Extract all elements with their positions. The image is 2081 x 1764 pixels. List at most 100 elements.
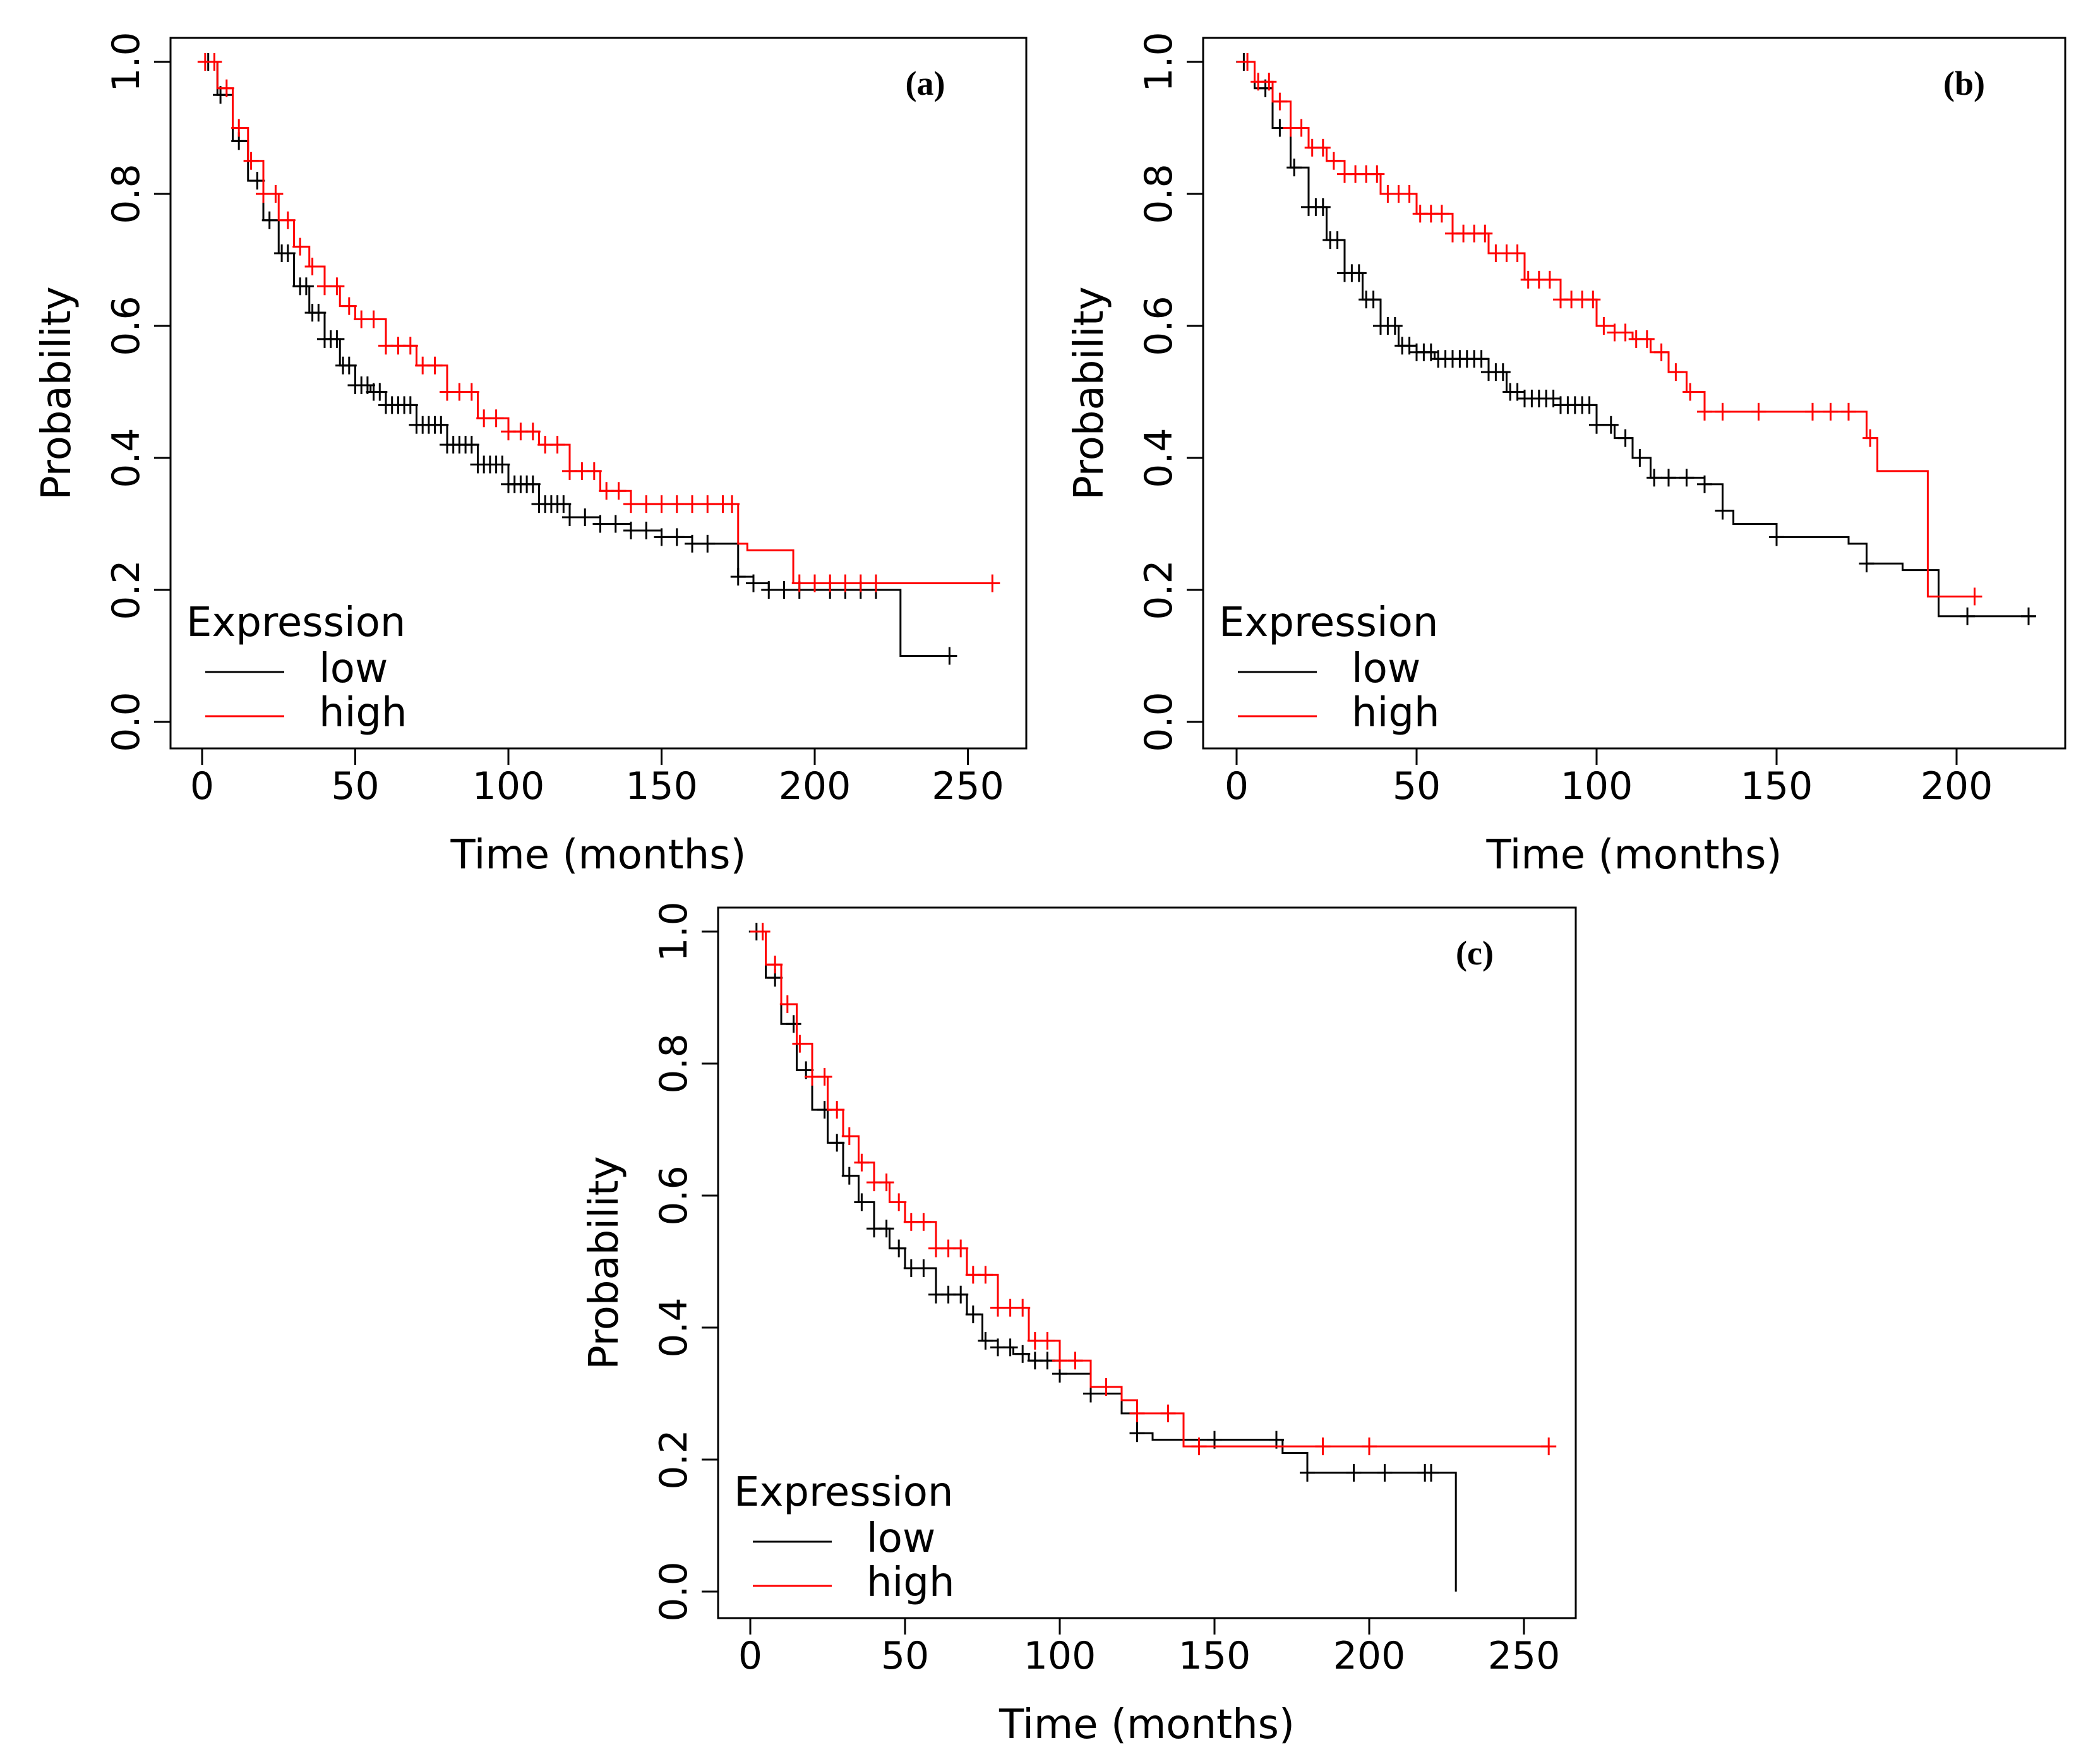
censor-mark-high [1541,1437,1557,1456]
censor-mark-high [1542,270,1557,289]
censor-mark-high [879,1173,894,1192]
censor-mark-high [1240,53,1256,71]
censor-mark-low [1960,607,1976,625]
km-panel-c: 0 50 100 150 200 250 Time (months) 0.0 0.2 0.4 0.6… [581,901,1577,1748]
censor-mark-high [623,495,639,513]
censor-mark-low [329,330,345,348]
censor-mark-high [329,277,345,296]
censor-mark-low [1015,1345,1031,1363]
x-tick-label: 150 [1741,764,1813,808]
censor-mark-high [243,152,259,170]
y-axis-label: Probability [1066,286,1113,500]
series-low [1236,53,2036,625]
y-tick-label: 0.0 [1137,692,1181,752]
censor-mark-high [1434,205,1449,223]
censor-mark-low [261,211,277,229]
censor-mark-low [1589,416,1604,434]
censor-mark-low [669,528,685,546]
censor-mark-low [916,1259,932,1277]
censor-mark-low [402,396,418,414]
km-curve-low [202,61,950,657]
y-axis-label: Probability [581,1156,628,1369]
legend-label-high: high [867,1559,955,1606]
censor-mark-low [746,574,761,592]
x-tick-label: 50 [881,1634,929,1678]
censor-mark-low [1646,469,1662,487]
censor-mark-low [1632,449,1648,467]
censor-mark-low [1002,1338,1018,1357]
censor-mark-high [1585,291,1601,309]
censor-mark-high [654,495,669,513]
censor-mark-high [1160,1404,1176,1422]
censor-mark-low [1387,317,1403,335]
censor-mark-low [1329,231,1345,249]
censor-mark-high [817,1067,832,1086]
censor-mark-low [1603,416,1619,434]
censor-mark-low [608,515,623,533]
censor-mark-high [1617,323,1633,342]
censor-mark-high [978,1266,993,1284]
censor-mark-high [427,356,443,375]
y-axis: 0.0 0.2 0.4 0.6 0.8 1.0 Probability [33,32,172,752]
censor-mark-high [1401,185,1417,203]
censor-mark-high [891,1193,907,1211]
censor-mark-low [1495,363,1511,381]
censor-mark-low [1715,501,1730,520]
y-axis: 0.0 0.2 0.4 0.6 0.8 1.0 Probability [581,901,719,1622]
censor-mark-high [1653,343,1669,361]
censor-mark-low [1581,396,1597,414]
x-tick-label: 150 [625,764,698,808]
censor-mark-high [1129,1404,1145,1422]
x-tick-label: 0 [738,1634,762,1678]
censor-mark-high [700,495,716,513]
censor-mark-low [311,304,327,322]
censor-mark-low [854,1193,870,1211]
y-tick-label: 0.8 [1137,164,1181,224]
x-axis: 0 50 100 150 200 Time (months) [1225,747,1993,879]
km-panel-b: 0 50 100 150 200 Time (months) 0.0 0.2 0.4 0.6 0.8… [1066,32,2066,879]
censor-mark-high [1052,1352,1067,1370]
x-tick-label: 100 [1561,764,1633,808]
x-tick-label: 150 [1178,1634,1251,1678]
censor-mark-high [1098,1378,1114,1396]
censor-mark-high [292,237,308,256]
censor-mark-high [1751,402,1766,421]
censor-mark-high [1191,1437,1207,1456]
y-tick-label: 0.2 [1137,560,1181,620]
censor-mark-high [1639,330,1655,348]
censor-mark-low [623,521,639,539]
censor-mark-low [464,436,479,454]
x-tick-label: 0 [1225,764,1249,808]
censor-mark-low [1473,350,1489,368]
series-high [197,53,1000,592]
censor-mark-low [372,383,388,401]
censor-mark-high [1315,1437,1331,1456]
censor-mark-low [1617,429,1633,447]
censor-mark-high [1668,363,1684,381]
censor-mark-low [978,1331,993,1350]
y-axis-label: Probability [33,286,80,500]
censor-mark-high [822,574,838,592]
censor-mark-high [1326,152,1341,170]
censor-mark-high [402,337,418,355]
y-tick-label: 0.2 [652,1429,696,1489]
y-tick-label: 0.0 [104,692,148,752]
censor-mark-low [761,581,777,599]
km-panel-a: 0 50 100 150 200 250 Time (months) 0.0 0.2 0.4 0.6… [33,32,1028,879]
censor-mark-high [268,185,284,203]
panel-label: (b) [1943,64,1985,102]
censor-mark-high [488,409,504,428]
y-tick-label: 0.6 [104,296,148,356]
censor-mark-low [942,647,957,665]
censor-mark-high [837,574,853,592]
legend-label-low: low [319,645,388,692]
censor-mark-low [1661,469,1676,487]
censor-mark-high [525,423,541,441]
panel-label: (c) [1456,934,1494,972]
censor-mark-high [219,79,234,97]
censor-mark-high [1040,1331,1055,1350]
censor-mark-high [841,1127,857,1145]
